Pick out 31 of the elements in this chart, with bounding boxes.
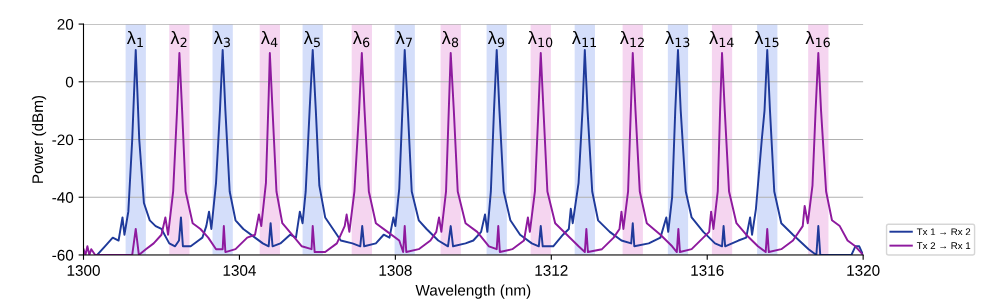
band-label: λ$_{7}$	[395, 30, 412, 47]
band-label: λ$_{9}$	[487, 30, 505, 48]
band-label: λ$_{6}$	[353, 30, 370, 48]
band-label: λ$_{4}$	[261, 30, 278, 47]
band-label: λ$_{8}$	[441, 30, 459, 48]
band-label: λ$_{3}$	[213, 30, 230, 48]
band-label: λ$_{5}$	[303, 30, 320, 48]
band-label: λ$_{13}$	[665, 30, 690, 48]
x-tick-label: 1308	[379, 265, 412, 276]
band-label: λ$_{15}$	[754, 30, 779, 48]
y-axis-title: Power (dBm)	[31, 95, 47, 183]
y-tick-label: 20	[57, 18, 74, 30]
x-tick-label: 1316	[691, 265, 724, 276]
band-label: λ$_{16}$	[805, 30, 830, 48]
y-tick-label: -20	[52, 134, 74, 146]
x-tick-label: 1312	[535, 265, 568, 276]
y-tick-label: -60	[52, 249, 74, 261]
band-label: λ$_{12}$	[619, 30, 644, 47]
y-tick-label: -40	[52, 192, 74, 203]
band-label: λ$_{14}$	[709, 30, 734, 47]
band-label: λ$_{2}$	[170, 30, 187, 47]
band-label: λ$_{1}$	[126, 30, 143, 47]
band-label: λ$_{10}$	[527, 30, 553, 48]
legend-label: Tx 1 → Rx 2	[916, 228, 971, 236]
band-label: λ$_{11}$	[572, 30, 597, 47]
x-tick-label: 1304	[223, 265, 256, 276]
y-tick-label: 0	[65, 76, 74, 88]
x-axis-title: Wavelength (nm)	[415, 284, 531, 299]
x-tick-label: 1300	[67, 265, 100, 276]
legend-label: Tx 2 → Rx 1	[916, 242, 971, 250]
x-tick-label: 1320	[847, 265, 880, 276]
